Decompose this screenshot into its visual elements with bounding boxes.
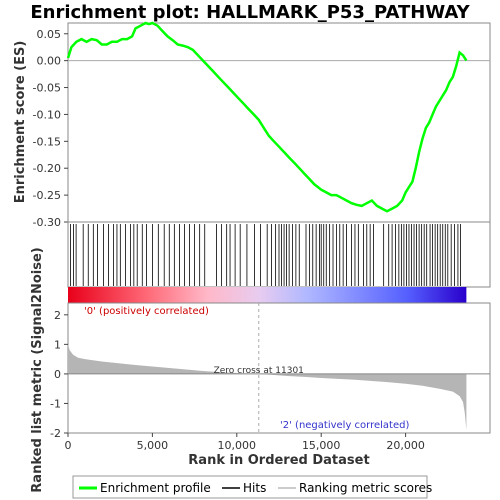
metric-y-tick-label: 0	[54, 368, 61, 381]
x-axis-label: Rank in Ordered Dataset	[188, 453, 369, 468]
metric-y-tick-label: -1	[50, 397, 61, 410]
es-y-tick-label: -0.30	[33, 216, 61, 229]
x-tick-label: 5,000	[137, 439, 169, 452]
es-y-axis-label: Enrichment score (ES)	[13, 41, 28, 204]
rank-color-bar	[68, 287, 467, 303]
chart-title: Enrichment plot: HALLMARK_P53_PATHWAY	[30, 2, 470, 23]
legend-enrichment-label: Enrichment profile	[100, 481, 211, 495]
enrichment-profile-line	[66, 21, 468, 213]
metric-y-axis-label: Ranked list metric (Signal2Noise)	[30, 247, 45, 492]
es-y-tick-label: -0.25	[33, 189, 61, 202]
positive-correlation-label: '0' (positively correlated)	[84, 306, 209, 317]
legend-box	[72, 475, 428, 499]
es-y-tick-label: -0.20	[33, 162, 61, 175]
legend-metric-label: Ranking metric scores	[299, 481, 432, 495]
es-y-tick-label: 0.05	[37, 28, 62, 41]
legend-hits-label: Hits	[243, 481, 266, 495]
x-tick-label: 10,000	[218, 439, 257, 452]
zero-cross-label: Zero cross at 11301	[214, 366, 304, 376]
x-tick-label: 20,000	[386, 439, 425, 452]
x-ticks: 0 5,000 10,000 15,000 20,000	[65, 433, 425, 452]
metric-y-tick-label: -2	[50, 427, 61, 440]
es-y-tick-label: -0.05	[33, 82, 61, 95]
es-y-tick-label: -0.10	[33, 108, 61, 121]
es-panel-frame	[67, 22, 491, 223]
x-tick-label: 15,000	[302, 439, 341, 452]
es-y-ticks: 0.05 0.00 -0.05 -0.10 -0.15 -0.20 -0.25 -0.30	[33, 28, 68, 229]
metric-y-tick-label: 1	[54, 338, 61, 351]
es-y-tick-label: -0.15	[33, 135, 61, 148]
es-y-tick-label: 0.00	[37, 55, 62, 68]
x-tick-label: 0	[65, 439, 72, 452]
metric-y-tick-label: 2	[54, 309, 61, 322]
negative-correlation-label: '2' (negatively correlated)	[280, 420, 409, 431]
metric-y-ticks: 2 1 0 -1 -2	[50, 309, 68, 440]
hit-markers	[70, 224, 461, 286]
